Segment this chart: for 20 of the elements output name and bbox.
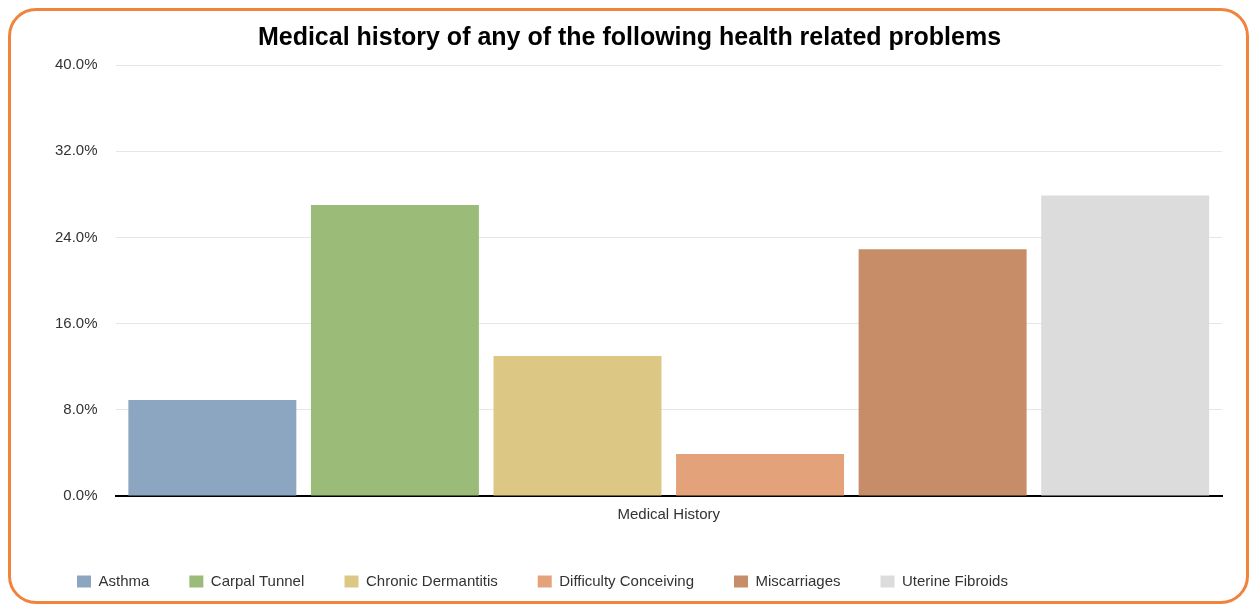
bar (128, 400, 297, 496)
bar (676, 453, 845, 496)
y-tick-label: 24.0% (54, 227, 98, 245)
legend-label: Chronic Dermantitis (366, 571, 498, 589)
y-tick-label: 40.0% (54, 55, 98, 73)
legend-label: Uterine Fibroids (902, 571, 1008, 589)
legend-label: Difficulty Conceiving (559, 571, 694, 589)
y-tick-label: 16.0% (54, 313, 98, 331)
bar (1041, 195, 1210, 496)
y-tick-label: 8.0% (63, 399, 98, 417)
legend-label: Miscarriages (755, 571, 841, 589)
bar (310, 205, 479, 496)
y-tick-label: 0.0% (63, 486, 98, 504)
bar (858, 249, 1027, 496)
x-tick-label: Medical History (617, 505, 721, 523)
legend-label: Carpal Tunnel (210, 571, 305, 589)
legend-label: Asthma (98, 571, 151, 589)
chart-title: Medical history of any of the following health related problems (257, 21, 1002, 50)
y-tick-label: 32.0% (54, 141, 98, 159)
bar (493, 355, 662, 496)
